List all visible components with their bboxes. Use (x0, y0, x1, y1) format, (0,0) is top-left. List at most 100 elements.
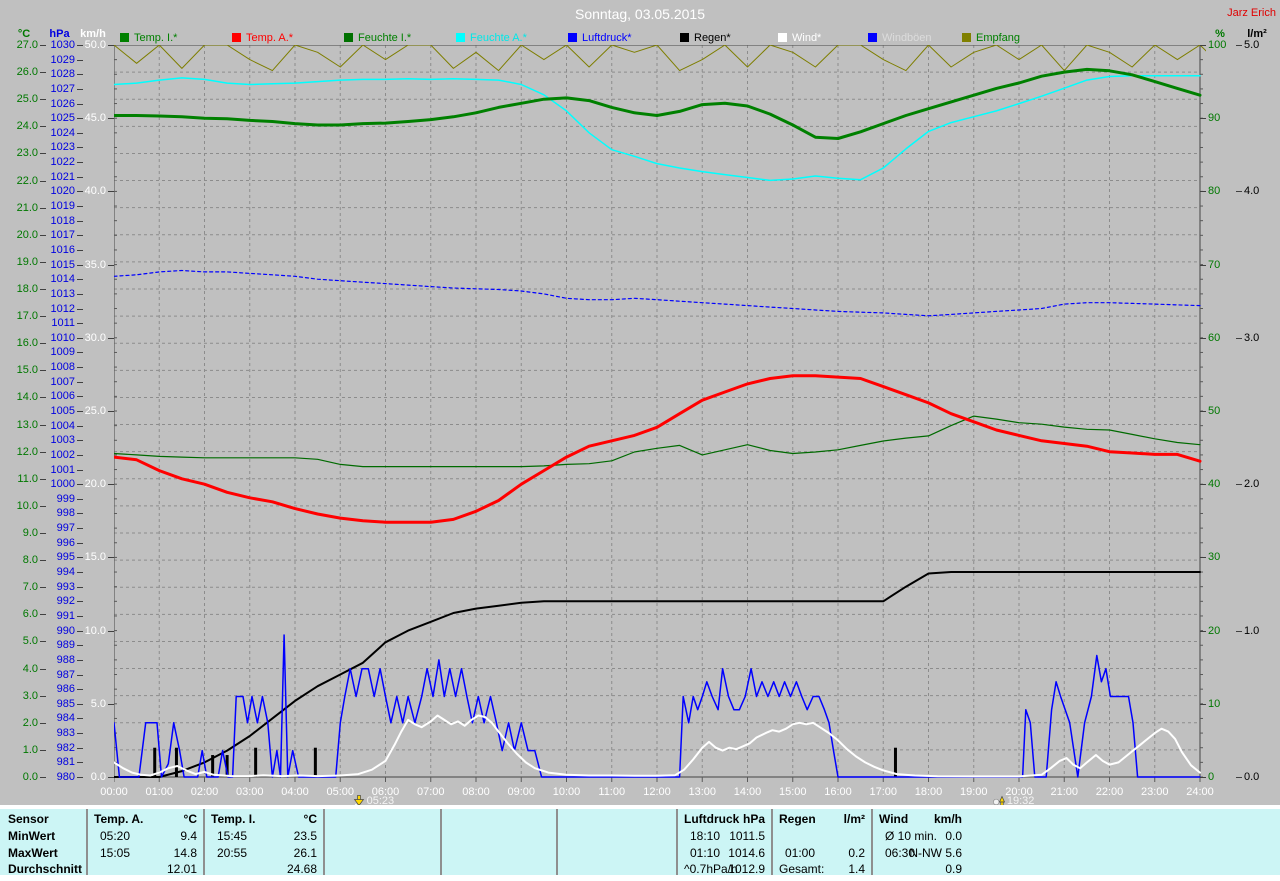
axis-label: 3.0 (1244, 331, 1260, 344)
table-cell: N-NW 5.6 (909, 846, 962, 860)
axis-tick (77, 498, 83, 500)
table-cell: 20:55 (217, 846, 248, 860)
axis-tick (77, 74, 83, 76)
axis-tick (77, 689, 83, 691)
legend-swatch (680, 33, 689, 42)
table-cell: 18:10 (690, 829, 721, 843)
axis-label: 4.0 (1244, 185, 1260, 198)
axis-tick (108, 45, 114, 46)
legend-item-feuchtea: Feuchte A.* (456, 31, 527, 44)
axis-tick (40, 777, 46, 778)
table-cell: 1012.9 (728, 862, 765, 876)
table-cell: Ø 10 min. (885, 829, 938, 843)
axis-tick (40, 424, 46, 426)
legend-label: Windböen (882, 31, 932, 44)
axis-tick (1236, 45, 1242, 46)
x-axis-label: 15:00 (778, 786, 807, 798)
axis-label: 997 (56, 522, 75, 535)
axis-tick (77, 542, 83, 544)
axis-label: 23.0 (16, 147, 38, 160)
table-cell: 0.9 (945, 862, 962, 876)
table-cell: MaxWert (8, 846, 58, 860)
x-axis-label: 05:00 (326, 786, 355, 798)
axis-tick (40, 560, 46, 562)
legend-swatch (962, 33, 971, 42)
axis-label: 30.0 (84, 331, 106, 344)
axis-tick (40, 234, 46, 236)
axis-tick (40, 153, 46, 155)
axis-tick (40, 99, 46, 101)
axis-label: 1010 (50, 331, 75, 344)
table-divider (440, 809, 442, 875)
axis-tick (77, 718, 83, 720)
table-cell: °C (303, 812, 317, 826)
axis-tick (108, 118, 114, 120)
axis-label: 100 (1208, 39, 1227, 51)
axis-tick (77, 279, 83, 281)
axis-tick (77, 118, 83, 120)
x-axis-label: 20:00 (1005, 786, 1033, 798)
x-axis-label: 06:00 (371, 786, 400, 798)
legend-item-feuchtei: Feuchte I.* (344, 31, 411, 44)
axis-tick (77, 59, 83, 61)
axis-tick (77, 220, 83, 222)
table-cell: 15:45 (217, 829, 248, 843)
axis-label: 1027 (50, 82, 75, 95)
axis-tick (1200, 337, 1206, 339)
legend-label: Luftdruck* (582, 31, 632, 44)
x-axis-label: 17:00 (869, 786, 898, 798)
legend-swatch (344, 33, 353, 42)
axis-label: 1026 (50, 97, 75, 110)
axis-tick (40, 261, 46, 263)
table-cell: Sensor (8, 812, 49, 826)
axis-tick (77, 615, 83, 617)
axis-label: 5.0 (90, 697, 106, 710)
axis-tick (40, 668, 46, 670)
axis-label: 1021 (50, 170, 75, 183)
axis-tick (108, 777, 114, 778)
table-cell: ^0.7hPa/h (684, 862, 738, 876)
axis-label: 1013 (50, 287, 75, 300)
x-axis-label: 19:00 (959, 786, 988, 798)
axis-label: 5.0 (1244, 39, 1260, 51)
axis-tick (40, 587, 46, 589)
x-axis-label: 13:00 (688, 786, 717, 798)
axis-tick (77, 484, 83, 486)
axis-tick (1200, 45, 1206, 46)
table-divider (203, 809, 205, 875)
axis-tick (108, 484, 114, 486)
axis-label: 15.0 (84, 551, 106, 564)
axis-label: 1.0 (1244, 624, 1260, 637)
axis-label: 80 (1208, 185, 1221, 198)
axis-label: 1023 (50, 141, 75, 154)
axis-tick (77, 308, 83, 310)
x-axis-label: 11:00 (598, 786, 626, 798)
axis-label: 996 (56, 536, 75, 549)
axis-label: 45.0 (84, 112, 106, 125)
series-Temp. I. (114, 67, 1202, 140)
axis-label: 1028 (50, 68, 75, 81)
table-cell (779, 829, 865, 845)
axis-label: 1012 (50, 302, 75, 315)
axis-tick (1200, 264, 1206, 266)
table-cell: Gesamt: (779, 862, 825, 876)
table-cell: 9.4 (180, 829, 197, 843)
plot-area[interactable] (114, 45, 1206, 785)
table-cell: 1011.5 (729, 829, 765, 843)
axis-tick (77, 293, 83, 295)
axis-tick (40, 343, 46, 345)
axis-label: 1030 (50, 39, 75, 51)
axis-tick (40, 722, 46, 724)
legend-swatch (232, 33, 241, 42)
axis-label: 9.0 (22, 527, 38, 539)
axis-label: 30 (1208, 551, 1221, 564)
axis-label: 987 (56, 668, 75, 681)
legend-label: Wind* (792, 31, 822, 44)
table-cell: 24.68 (286, 862, 317, 876)
table-cell: Durchschnitt (8, 862, 83, 876)
axis-tick (40, 316, 46, 318)
axis-label: 1006 (50, 390, 75, 403)
axis-label: 1.0 (22, 743, 38, 756)
axis-header-°C: °C (17, 28, 31, 40)
x-axis-label: 14:00 (733, 786, 762, 798)
